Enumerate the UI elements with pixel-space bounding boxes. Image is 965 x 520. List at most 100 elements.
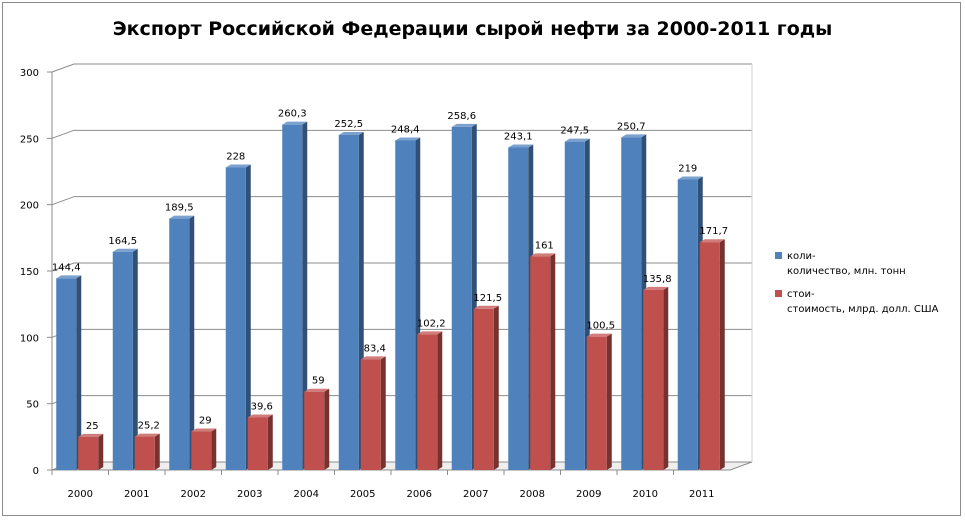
legend-label: коли- (787, 251, 816, 262)
chart-title: Экспорт Российской Федерации сырой нефти… (112, 18, 833, 40)
y-tick-label: 250 (20, 134, 39, 145)
bar-side-value (380, 356, 386, 470)
bar-side-value (606, 333, 612, 470)
data-label: 121,5 (473, 293, 502, 304)
bar-value (78, 436, 99, 470)
bar-top-quantity (169, 215, 195, 219)
bar-quantity (56, 278, 77, 470)
bar-quantity (621, 137, 642, 470)
data-label: 100,5 (586, 321, 615, 332)
data-label: 250,7 (617, 121, 646, 132)
x-tick-label: 2011 (689, 489, 714, 500)
bar-value (473, 308, 494, 470)
bar-quantity (564, 141, 585, 470)
legend-label: количество, млн. тонн (787, 266, 906, 277)
y-tick-label: 300 (20, 68, 39, 79)
bar-value (134, 436, 155, 470)
legend-swatch-value (775, 290, 782, 297)
gridline-depth (51, 63, 75, 73)
bar-side-quantity (76, 275, 82, 470)
bar-side-value (154, 433, 160, 470)
bar-top-value (247, 414, 273, 418)
bar-quantity (508, 147, 529, 470)
bar-value (699, 242, 720, 470)
bar-top-quantity (677, 176, 703, 180)
gridline-depth (51, 196, 75, 206)
data-label: 243,1 (504, 131, 533, 142)
x-tick-label: 2008 (520, 489, 545, 500)
bar-top-quantity (56, 275, 82, 279)
data-label: 161 (535, 240, 554, 251)
bar-side-quantity (132, 248, 138, 470)
x-tick-label: 2002 (181, 489, 206, 500)
y-tick-label: 150 (20, 267, 39, 278)
y-tick-label: 100 (20, 333, 39, 344)
bar-top-quantity (225, 164, 251, 168)
bar-top-quantity (338, 132, 364, 136)
data-label: 39,6 (251, 401, 273, 412)
bar-top-value (473, 305, 499, 309)
bar-quantity (112, 251, 133, 470)
bar-top-value (643, 286, 669, 290)
bar-top-quantity (564, 138, 590, 142)
x-tick-label: 2005 (350, 489, 375, 500)
gridline-depth (51, 129, 75, 139)
bar-quantity (395, 140, 416, 470)
bar-quantity (677, 179, 698, 470)
data-label: 219 (678, 163, 697, 174)
bar-side-value (211, 428, 217, 470)
y-tick-label: 50 (26, 400, 39, 411)
bar-value (304, 391, 325, 470)
data-label: 252,5 (334, 119, 363, 130)
bar-quantity (169, 218, 190, 470)
bar-value (586, 336, 607, 470)
data-label: 258,6 (447, 111, 476, 122)
bar-quantity (451, 126, 472, 470)
data-label: 144,4 (52, 262, 81, 273)
bar-top-value (304, 388, 330, 392)
bar-top-value (417, 331, 443, 335)
bar-top-value (699, 239, 725, 243)
bar-top-value (78, 433, 104, 437)
bar-top-value (134, 433, 160, 437)
bar-side-quantity (189, 215, 195, 470)
data-label: 164,5 (108, 236, 137, 247)
bar-side-value (663, 286, 669, 470)
data-label: 260,3 (278, 109, 307, 120)
bar-top-quantity (395, 137, 421, 141)
bar-quantity (338, 135, 359, 470)
data-label: 171,7 (699, 226, 728, 237)
x-tick-label: 2001 (124, 489, 149, 500)
data-label: 25,2 (138, 421, 160, 432)
bar-top-value (586, 333, 612, 337)
data-label: 135,8 (643, 274, 672, 285)
legend-label: стоимость, млрд. долл. США (787, 304, 939, 315)
y-tick-label: 200 (20, 201, 39, 212)
bar-side-value (98, 433, 104, 470)
bar-side-quantity (245, 164, 251, 470)
x-tick-label: 2004 (294, 489, 319, 500)
bar-top-value (530, 253, 556, 257)
bar-top-value (191, 428, 217, 432)
x-tick-label: 2000 (68, 489, 93, 500)
y-tick-label: 0 (33, 466, 39, 477)
bar-side-value (550, 253, 556, 470)
bar-side-value (437, 331, 443, 470)
bar-quantity (282, 124, 303, 470)
x-tick-label: 2009 (576, 489, 601, 500)
data-label: 248,4 (391, 124, 420, 135)
bar-top-quantity (621, 134, 647, 138)
x-tick-label: 2007 (463, 489, 488, 500)
bar-value (247, 417, 268, 470)
gridline-depth (51, 262, 75, 272)
bar-top-quantity (282, 121, 308, 125)
data-label: 247,5 (560, 126, 589, 137)
x-tick-label: 2003 (237, 489, 262, 500)
bar-value (643, 289, 664, 470)
bar-side-quantity (302, 121, 308, 470)
data-label: 189,5 (165, 203, 194, 214)
x-tick-label: 2006 (407, 489, 432, 500)
bar-value (360, 359, 381, 470)
data-label: 25 (86, 421, 99, 432)
bar-top-value (360, 356, 386, 360)
